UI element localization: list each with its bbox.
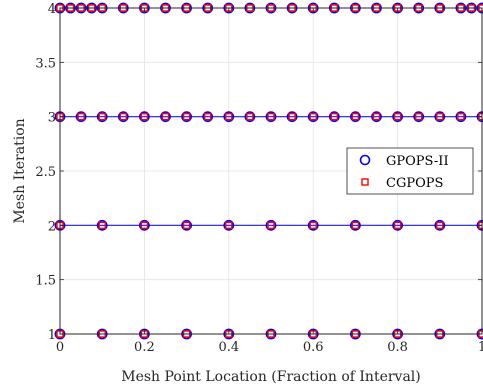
point-cgpops xyxy=(140,112,149,121)
legend-marker-cgpops xyxy=(361,178,369,186)
point-cgpops xyxy=(77,112,85,121)
point-cgpops xyxy=(330,112,338,121)
legend-label-gpops-ii: GPOPS-II xyxy=(386,154,449,169)
point-cgpops xyxy=(225,221,233,230)
point-gpops-ii xyxy=(223,219,235,231)
x-tick-label: 0 xyxy=(56,340,64,355)
point-gpops-ii xyxy=(96,111,108,123)
point-gpops-ii xyxy=(307,111,319,123)
point-cgpops xyxy=(309,112,317,121)
point-cgpops xyxy=(436,112,444,121)
point-cgpops xyxy=(182,112,191,121)
x-tick-label: 1 xyxy=(478,340,483,355)
axis-ticks xyxy=(59,7,483,335)
point-cgpops xyxy=(140,221,149,230)
y-tick-label: 4 xyxy=(48,2,56,17)
x-tick-label: 0.6 xyxy=(303,340,324,355)
point-cgpops xyxy=(267,221,275,230)
point-gpops-ii xyxy=(138,111,150,123)
x-tick-label: 0.4 xyxy=(218,340,239,355)
y-tick-label: 2.5 xyxy=(35,165,56,180)
point-cgpops xyxy=(351,221,360,230)
point-cgpops xyxy=(351,112,360,121)
legend-label-cgpops: CGPOPS xyxy=(386,176,443,191)
point-cgpops xyxy=(457,112,465,121)
point-cgpops xyxy=(393,112,402,121)
point-gpops-ii xyxy=(307,219,319,231)
point-gpops-ii xyxy=(413,111,425,123)
x-tick-labels: 0 0.2 0.4 0.6 0.8 1 xyxy=(56,340,483,355)
point-gpops-ii xyxy=(160,111,171,123)
point-cgpops xyxy=(182,221,191,230)
point-gpops-ii xyxy=(286,111,298,123)
point-gpops-ii xyxy=(265,111,277,123)
point-gpops-ii xyxy=(328,111,340,123)
point-gpops-ii xyxy=(392,111,403,123)
point-gpops-ii xyxy=(117,111,129,123)
point-gpops-ii xyxy=(434,111,446,123)
point-cgpops xyxy=(372,112,381,121)
point-gpops-ii xyxy=(96,219,108,231)
y-tick-label: 1 xyxy=(48,328,56,343)
y-tick-label: 2 xyxy=(48,219,56,234)
point-gpops-ii xyxy=(202,111,214,123)
point-gpops-ii xyxy=(181,219,192,231)
point-gpops-ii xyxy=(75,111,87,123)
legend-marker-gpops-ii xyxy=(359,154,371,166)
point-cgpops xyxy=(436,221,444,230)
point-gpops-ii xyxy=(181,111,192,123)
point-cgpops xyxy=(203,112,212,121)
point-cgpops xyxy=(98,221,106,230)
point-cgpops xyxy=(225,112,233,121)
point-cgpops xyxy=(119,112,128,121)
point-cgpops xyxy=(393,221,402,230)
y-axis-label: Mesh Iteration xyxy=(12,118,28,223)
point-cgpops xyxy=(98,112,106,121)
point-gpops-ii xyxy=(455,111,467,123)
point-gpops-ii xyxy=(371,111,382,123)
x-tick-label: 0.2 xyxy=(134,340,155,355)
point-cgpops xyxy=(309,221,317,230)
point-cgpops xyxy=(267,112,275,121)
y-tick-label: 1.5 xyxy=(35,274,56,289)
y-tick-labels: 1 1.5 2 2.5 3 3.5 4 xyxy=(35,2,56,343)
x-tick-label: 0.8 xyxy=(387,340,408,355)
point-cgpops xyxy=(246,112,254,121)
point-gpops-ii xyxy=(138,219,150,231)
point-gpops-ii xyxy=(349,111,361,123)
point-gpops-ii xyxy=(349,219,361,231)
point-cgpops xyxy=(415,112,423,121)
point-cgpops xyxy=(288,112,296,121)
legend: GPOPS-II CGPOPS xyxy=(346,147,474,195)
y-tick-label: 3 xyxy=(48,111,56,126)
point-gpops-ii xyxy=(392,219,403,231)
point-gpops-ii xyxy=(244,111,256,123)
point-gpops-ii xyxy=(223,111,235,123)
point-gpops-ii xyxy=(434,219,446,231)
y-tick-label: 3.5 xyxy=(35,56,56,71)
point-cgpops xyxy=(161,112,170,121)
x-axis-label: Mesh Point Location (Fraction of Interva… xyxy=(121,369,421,385)
point-gpops-ii xyxy=(265,219,277,231)
